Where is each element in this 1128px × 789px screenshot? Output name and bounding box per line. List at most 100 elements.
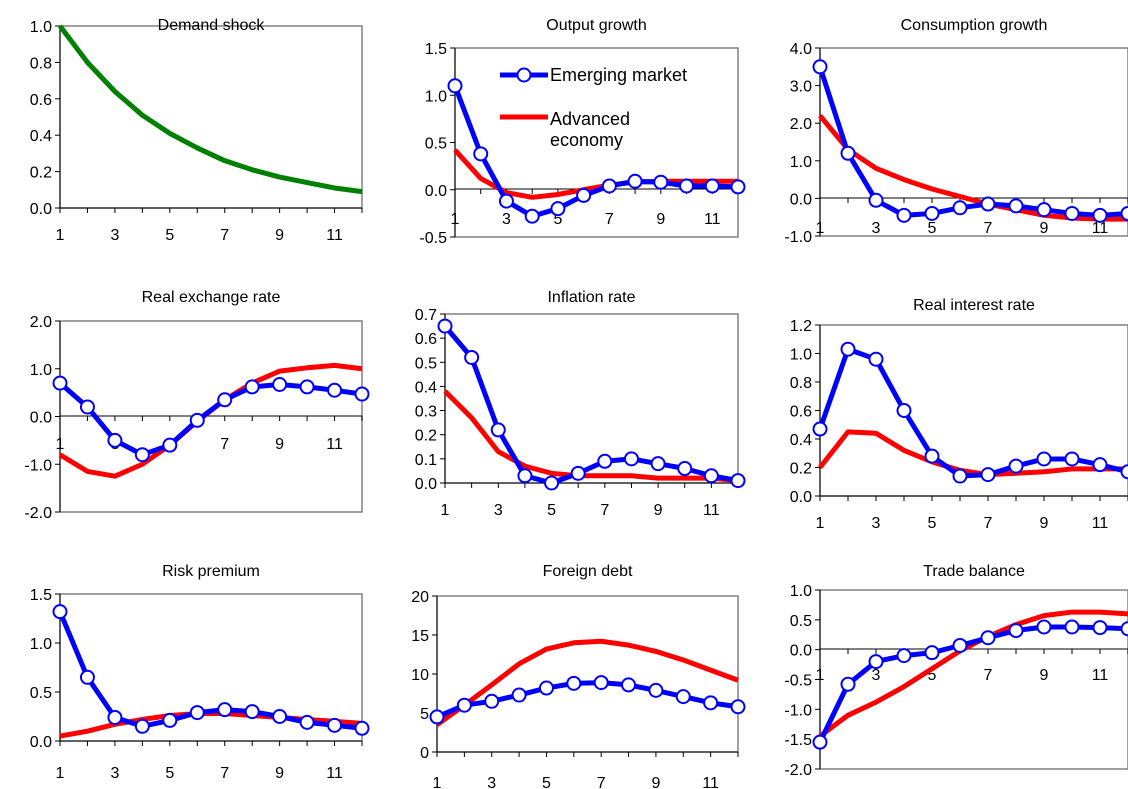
data-point xyxy=(538,680,554,696)
data-point xyxy=(1092,457,1108,473)
chart-title: Real interest rate xyxy=(913,297,1035,314)
data-point xyxy=(354,720,370,736)
series-line xyxy=(436,680,739,720)
data-point xyxy=(653,174,669,190)
y-tick-label: 1.0 xyxy=(30,636,52,653)
x-tick-label: 9 xyxy=(651,775,660,789)
data-point xyxy=(896,403,912,418)
y-tick-label: 0.2 xyxy=(790,461,812,478)
x-tick-label: 7 xyxy=(605,211,614,228)
y-tick-label: 0.0 xyxy=(30,201,52,218)
data-point xyxy=(648,682,664,698)
data-point xyxy=(679,178,695,194)
x-tick-label: 3 xyxy=(872,515,881,532)
data-point xyxy=(1064,619,1080,635)
data-point xyxy=(464,349,480,365)
data-point xyxy=(924,645,940,661)
data-point xyxy=(134,447,150,463)
y-tick-label: 0.0 xyxy=(415,476,437,493)
data-point xyxy=(576,187,592,203)
x-tick-label: 3 xyxy=(502,211,511,228)
y-tick-label: 0.8 xyxy=(30,55,52,72)
y-tick-label: -2.0 xyxy=(784,762,812,779)
y-tick-label: 1.0 xyxy=(790,347,812,364)
x-tick-label: 7 xyxy=(597,775,606,789)
y-tick-label: -2.0 xyxy=(24,505,52,522)
chart-title: Consumption growth xyxy=(901,17,1048,34)
series-line xyxy=(443,324,739,486)
x-tick-label: 5 xyxy=(547,502,556,519)
x-tick-label: 3 xyxy=(494,502,503,519)
data-point xyxy=(601,178,617,194)
data-point xyxy=(623,451,639,467)
data-point xyxy=(1092,207,1108,223)
series-line xyxy=(58,362,363,479)
panel-8: 0 5 10 15 20 1 3 5 7 9 11 Foreign debt xyxy=(411,563,746,789)
x-tick-label: 1 xyxy=(816,667,825,684)
y-tick-label: 10 xyxy=(411,667,429,684)
data-point xyxy=(924,205,940,221)
y-tick-label: 0 xyxy=(420,745,429,762)
y-tick-label: 2.0 xyxy=(30,314,52,331)
data-point xyxy=(980,630,996,646)
panel-5: 0.0 0.1 0.2 0.3 0.4 0.5 0.6 0.7 1 3 5 7 9 11 Inflation… xyxy=(415,289,746,519)
x-tick-label: 1 xyxy=(56,227,65,244)
data-point xyxy=(980,196,996,212)
x-tick-label: 5 xyxy=(542,775,551,789)
x-tick-label: 1 xyxy=(816,515,825,532)
data-point xyxy=(840,341,856,357)
data-point xyxy=(627,173,643,189)
x-tick-label: 1 xyxy=(56,436,65,453)
y-tick-label: 0.0 xyxy=(425,183,447,200)
legend-label: Advanced economy xyxy=(550,109,630,150)
y-tick-label: 0.8 xyxy=(790,375,812,392)
panel-7: 0.0 0.5 1.0 1.5 1 3 5 7 9 11 Risk premium xyxy=(30,563,370,782)
y-tick-label: 0.0 xyxy=(790,489,812,506)
data-point xyxy=(868,351,884,367)
data-point xyxy=(980,467,996,483)
x-tick-label: 3 xyxy=(487,775,496,789)
data-point xyxy=(437,318,453,334)
data-point xyxy=(812,59,828,75)
data-point xyxy=(327,717,343,733)
data-point xyxy=(447,78,463,94)
x-tick-label: 7 xyxy=(984,220,993,237)
y-tick-label: 0.5 xyxy=(30,685,52,702)
y-tick-label: 3.0 xyxy=(790,79,812,96)
y-tick-label: 0.3 xyxy=(415,404,437,421)
data-point xyxy=(1120,205,1128,221)
plot-frame xyxy=(819,589,1128,770)
data-point xyxy=(429,709,445,725)
y-tick-label: -0.5 xyxy=(784,673,812,690)
data-point xyxy=(484,693,500,709)
data-point xyxy=(730,699,746,715)
x-tick-label: 11 xyxy=(1092,515,1109,532)
data-point xyxy=(299,714,315,730)
data-point xyxy=(1036,451,1052,467)
x-tick-label: 11 xyxy=(326,765,343,782)
y-tick-label: 0.0 xyxy=(30,734,52,751)
series-line xyxy=(452,84,739,219)
x-tick-label: 1 xyxy=(433,775,442,789)
y-tick-label: 5 xyxy=(420,706,429,723)
chart-title: Output growth xyxy=(546,17,647,34)
data-point xyxy=(597,453,613,469)
plot-frame xyxy=(59,25,363,209)
series-line xyxy=(58,24,363,195)
y-tick-label: 1.0 xyxy=(30,362,52,379)
panel-2: -0.5 0.0 0.5 1.0 1.5 1 3 5 7 9 11 Output growth Emer… xyxy=(419,17,746,247)
x-tick-label: 5 xyxy=(928,220,937,237)
data-point xyxy=(730,179,746,195)
data-point xyxy=(675,689,691,705)
y-tick-label: 0.5 xyxy=(425,136,447,153)
data-point xyxy=(566,675,582,691)
data-point xyxy=(1008,198,1024,214)
data-point xyxy=(327,382,343,398)
series-line xyxy=(818,609,1128,739)
panel-9: -2.0 -1.5 -1.0 -0.5 0.0 0.5 1.0 1 3 5 7 9 11 Trade ba… xyxy=(784,563,1128,779)
y-tick-label: 0.5 xyxy=(415,355,437,372)
data-point xyxy=(107,709,123,725)
legend-marker xyxy=(516,67,532,83)
y-tick-label: 0.2 xyxy=(30,165,52,182)
